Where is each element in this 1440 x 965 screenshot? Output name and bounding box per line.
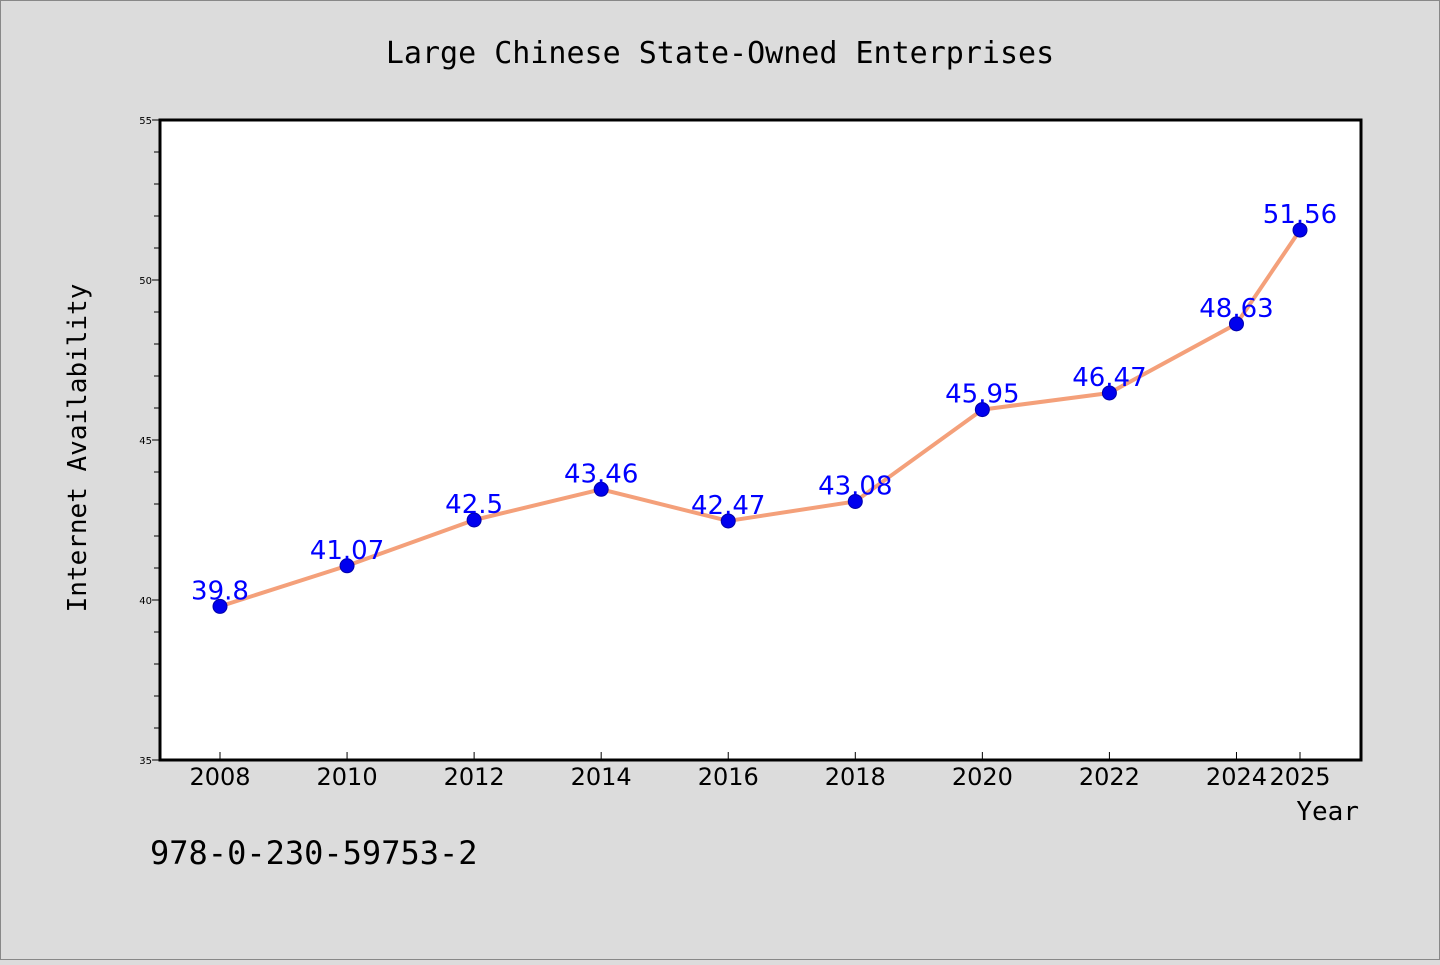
isbn-annotation: 978-0-230-59753-2 xyxy=(150,834,478,872)
x-tick-label: 2012 xyxy=(444,763,505,791)
data-point-label: 45.95 xyxy=(945,380,1019,410)
data-point-marker xyxy=(466,512,482,528)
data-point-label: 43.08 xyxy=(818,471,892,501)
x-tick-label: 2014 xyxy=(571,763,632,791)
data-point-marker xyxy=(974,402,990,418)
data-point-label: 39.8 xyxy=(191,576,249,606)
data-point-marker xyxy=(847,493,863,509)
data-point-marker xyxy=(720,513,736,529)
data-point-marker xyxy=(593,481,609,497)
x-axis-label: Year xyxy=(1296,797,1359,827)
data-point-marker xyxy=(1292,222,1308,238)
x-tick-label: 2018 xyxy=(825,763,886,791)
data-point-marker xyxy=(339,558,355,574)
data-point-label: 48.63 xyxy=(1199,294,1273,324)
x-axis-ticks: 2008 2010 2012 2014 2016 2018 2020 2022 2024 2025 xyxy=(189,752,1331,791)
y-tick-label: 40 xyxy=(139,596,152,607)
series-line xyxy=(218,228,1302,609)
x-tick-label: 2010 xyxy=(317,763,378,791)
x-tick-label: 2016 xyxy=(698,763,759,791)
x-tick-label: 2020 xyxy=(952,763,1013,791)
data-point-label: 51.56 xyxy=(1263,200,1337,230)
data-label-layer: 39.8 41.07 42.5 43.46 42.47 43.08 45.95 46.47 48… xyxy=(191,200,1337,606)
y-tick-label: 45 xyxy=(139,436,152,447)
data-point-label: 43.46 xyxy=(564,459,638,489)
x-tick-label: 2008 xyxy=(189,763,250,791)
chart-title: Large Chinese State-Owned Enterprises xyxy=(386,36,1054,71)
data-point-marker xyxy=(1228,316,1244,332)
plot-area xyxy=(158,118,1363,762)
data-point-marker xyxy=(212,598,228,614)
data-point-marker xyxy=(1101,385,1117,401)
data-point-label: 42.47 xyxy=(691,491,765,521)
y-tick-label: 50 xyxy=(139,276,152,287)
data-point-label: 46.47 xyxy=(1072,363,1146,393)
x-tick-label: 2025 xyxy=(1269,763,1330,791)
x-tick-label: 2024 xyxy=(1206,763,1267,791)
y-tick-label: 55 xyxy=(139,116,152,127)
series-layer xyxy=(212,222,1308,614)
data-point-label: 41.07 xyxy=(310,536,384,566)
y-axis-ticks: 35 40 45 50 55 xyxy=(139,116,160,767)
y-tick-label: 35 xyxy=(139,756,152,767)
y-axis-label: Internet Availability xyxy=(63,284,93,613)
data-point-label: 42.5 xyxy=(445,490,503,520)
x-tick-label: 2022 xyxy=(1079,763,1140,791)
